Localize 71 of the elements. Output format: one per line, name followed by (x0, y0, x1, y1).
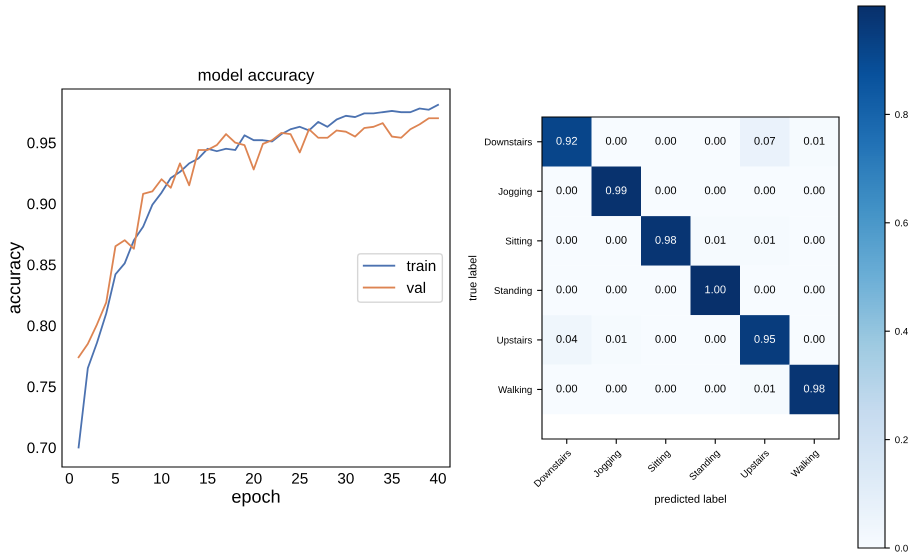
data-label: 0.00 (655, 335, 676, 343)
y-tick-label: Sitting (506, 237, 532, 246)
y-tick-label: Walking (498, 386, 532, 395)
y-tick-label: 0.70 (27, 442, 56, 454)
data-label: 0.98 (804, 384, 825, 392)
data-label: 0.00 (704, 136, 726, 145)
data-label: 0.01 (754, 384, 776, 392)
data-label: 0.00 (754, 286, 776, 294)
data-label: 0.00 (655, 384, 676, 392)
x-tick-label: 35 (384, 472, 400, 484)
data-label: 0.07 (754, 136, 776, 145)
data-label: 0.00 (556, 236, 578, 244)
color-bar-label: 0.0 (895, 544, 908, 552)
data-label: 0.98 (655, 236, 676, 244)
x-tick-label: 5 (112, 473, 120, 484)
y-tick-label: 0.95 (27, 138, 56, 148)
data-label: 0.04 (556, 335, 578, 343)
data-label: 0.01 (606, 335, 627, 343)
color-bar-label: 0.8 (895, 111, 908, 118)
data-label: 0.00 (655, 286, 676, 294)
data-label: 0.00 (606, 384, 627, 392)
x-tick-label: 25 (292, 472, 308, 484)
data-label: 0.00 (704, 384, 726, 392)
data-label: 0.00 (655, 136, 676, 145)
color-bar-label: 0.2 (895, 436, 908, 444)
x-axis-title: epoch (232, 490, 280, 506)
data-label: 0.92 (556, 136, 578, 145)
data-label: 0.00 (754, 186, 776, 194)
y-tick-label: 0.80 (27, 320, 56, 332)
data-label: 0.00 (804, 236, 825, 244)
y-tick-label: Standing (494, 286, 532, 296)
y-axis-title: accuracy (10, 242, 24, 314)
legend-label: val (406, 282, 426, 294)
data-label: 0.95 (754, 335, 776, 343)
data-label: 0.00 (804, 335, 825, 343)
data-label: 0.00 (804, 186, 825, 194)
y-tick-label: Upstairs (497, 336, 532, 346)
data-label: 0.00 (655, 186, 676, 194)
color-bar-label: 0.4 (895, 328, 908, 335)
data-label: 0.01 (804, 136, 825, 145)
data-label: 0.00 (606, 136, 627, 145)
data-label: 1.00 (705, 286, 726, 294)
line-series (78, 104, 439, 448)
chart-title: model accuracy (198, 68, 314, 84)
y-tick-label: 0.90 (27, 198, 56, 210)
x-tick-label: 10 (154, 472, 170, 484)
data-label: 0.00 (704, 335, 726, 343)
x-tick-label: 0 (66, 472, 74, 484)
x-tick-label: 20 (246, 472, 262, 484)
data-label: 0.00 (804, 286, 825, 294)
data-label: 0.00 (606, 286, 627, 294)
x-tick-label: 30 (338, 472, 354, 484)
legend-label: train (406, 260, 436, 272)
y-tick-label: 0.85 (27, 259, 56, 270)
data-label: 0.00 (556, 186, 578, 194)
y-tick-label: Downstairs (484, 138, 532, 146)
data-label: 0.00 (606, 236, 627, 244)
y-axis-title: true label (468, 256, 476, 301)
y-tick-label: Jogging (498, 188, 532, 197)
x-tick-label: 40 (430, 472, 446, 484)
x-axis-title: predicted label (655, 494, 726, 506)
color-bar-label: 0.6 (895, 220, 908, 226)
data-label: 0.01 (704, 236, 726, 244)
line-series (78, 117, 439, 358)
data-label: 0.01 (754, 236, 776, 244)
data-label: 0.00 (556, 384, 578, 392)
data-label: 0.00 (556, 286, 578, 294)
data-label: 0.99 (606, 186, 627, 194)
x-tick-label: 15 (200, 473, 216, 484)
data-label: 0.00 (704, 186, 726, 194)
y-tick-label: 0.75 (27, 381, 56, 392)
